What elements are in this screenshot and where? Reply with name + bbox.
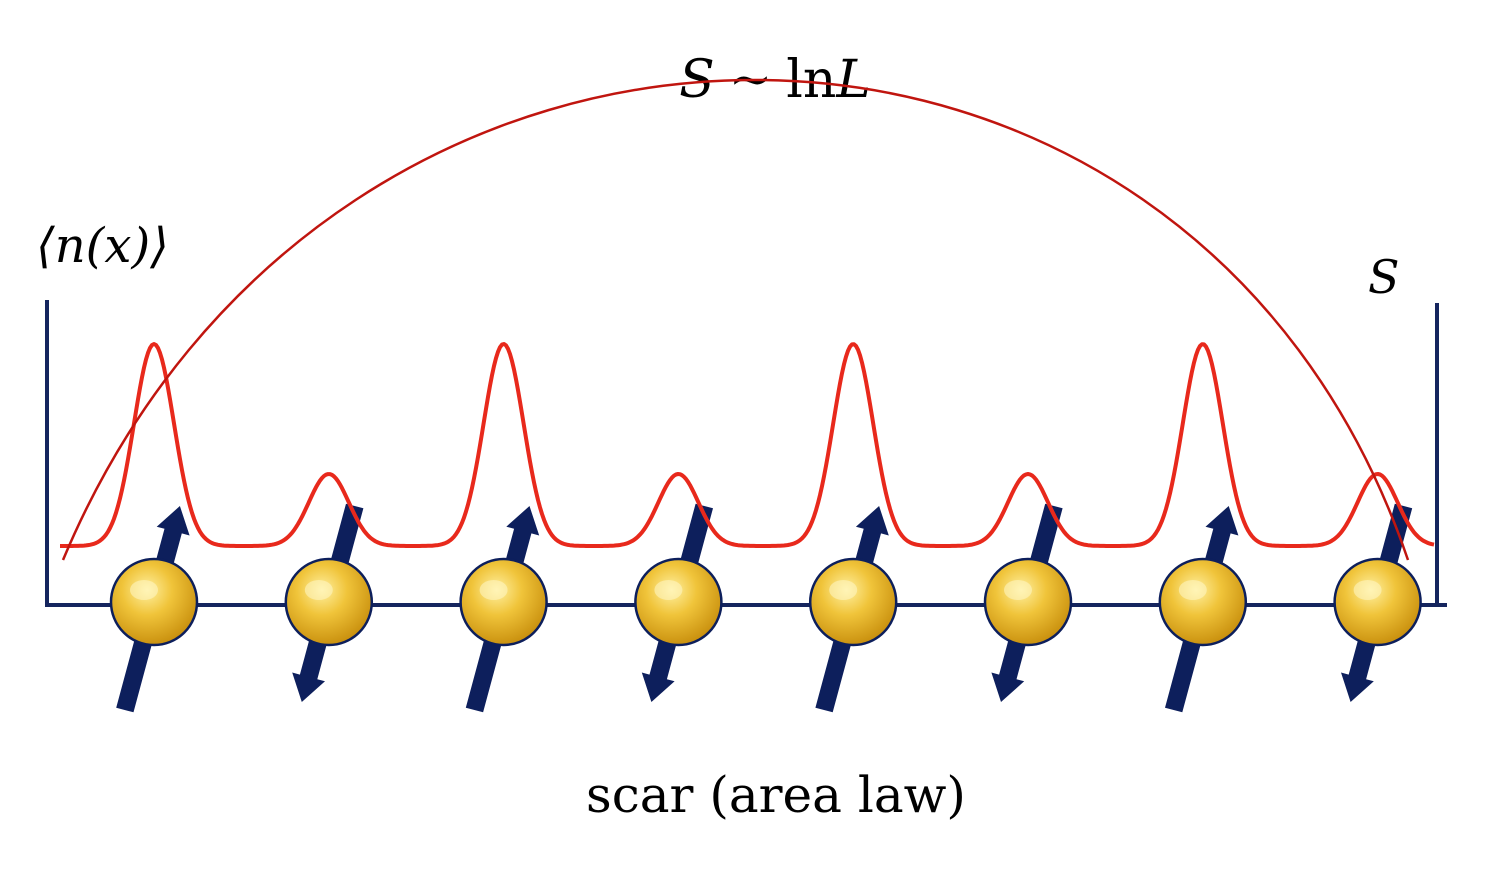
particle-ball: [109, 557, 199, 647]
title-symbol: S: [679, 50, 715, 110]
density-curve: [60, 342, 1435, 548]
ball-highlight: [304, 580, 333, 600]
caption: scar (area law): [586, 766, 966, 824]
particle-ball: [1333, 557, 1422, 647]
title-variable: L: [835, 50, 871, 110]
entropy-axis-label: S: [1368, 250, 1400, 304]
spin-site: [284, 503, 374, 702]
spin-site: [109, 506, 199, 713]
spin-site: [1158, 506, 1248, 713]
ball-highlight: [1178, 580, 1207, 600]
spin-site: [808, 506, 898, 713]
particle-ball: [983, 557, 1073, 647]
ball-highlight: [130, 580, 158, 600]
spin-site: [634, 503, 723, 702]
ball-highlight: [829, 580, 858, 600]
particle-ball: [1158, 557, 1248, 647]
density-axis-label: ⟨n(x)⟩: [36, 218, 169, 274]
particle-ball: [808, 557, 898, 647]
ball-highlight: [479, 580, 508, 600]
spin-site: [1333, 503, 1422, 702]
spin-site: [459, 506, 548, 713]
entropy-curve: [61, 78, 1410, 561]
ball-highlight: [1353, 580, 1382, 600]
particle-ball: [284, 557, 374, 647]
ball-highlight: [1004, 580, 1032, 600]
particle-ball: [459, 557, 548, 647]
spin-sites: [109, 503, 1422, 713]
spin-site: [983, 503, 1073, 702]
axes: [45, 300, 1447, 607]
particle-ball: [634, 557, 723, 647]
ball-highlight: [654, 580, 683, 600]
